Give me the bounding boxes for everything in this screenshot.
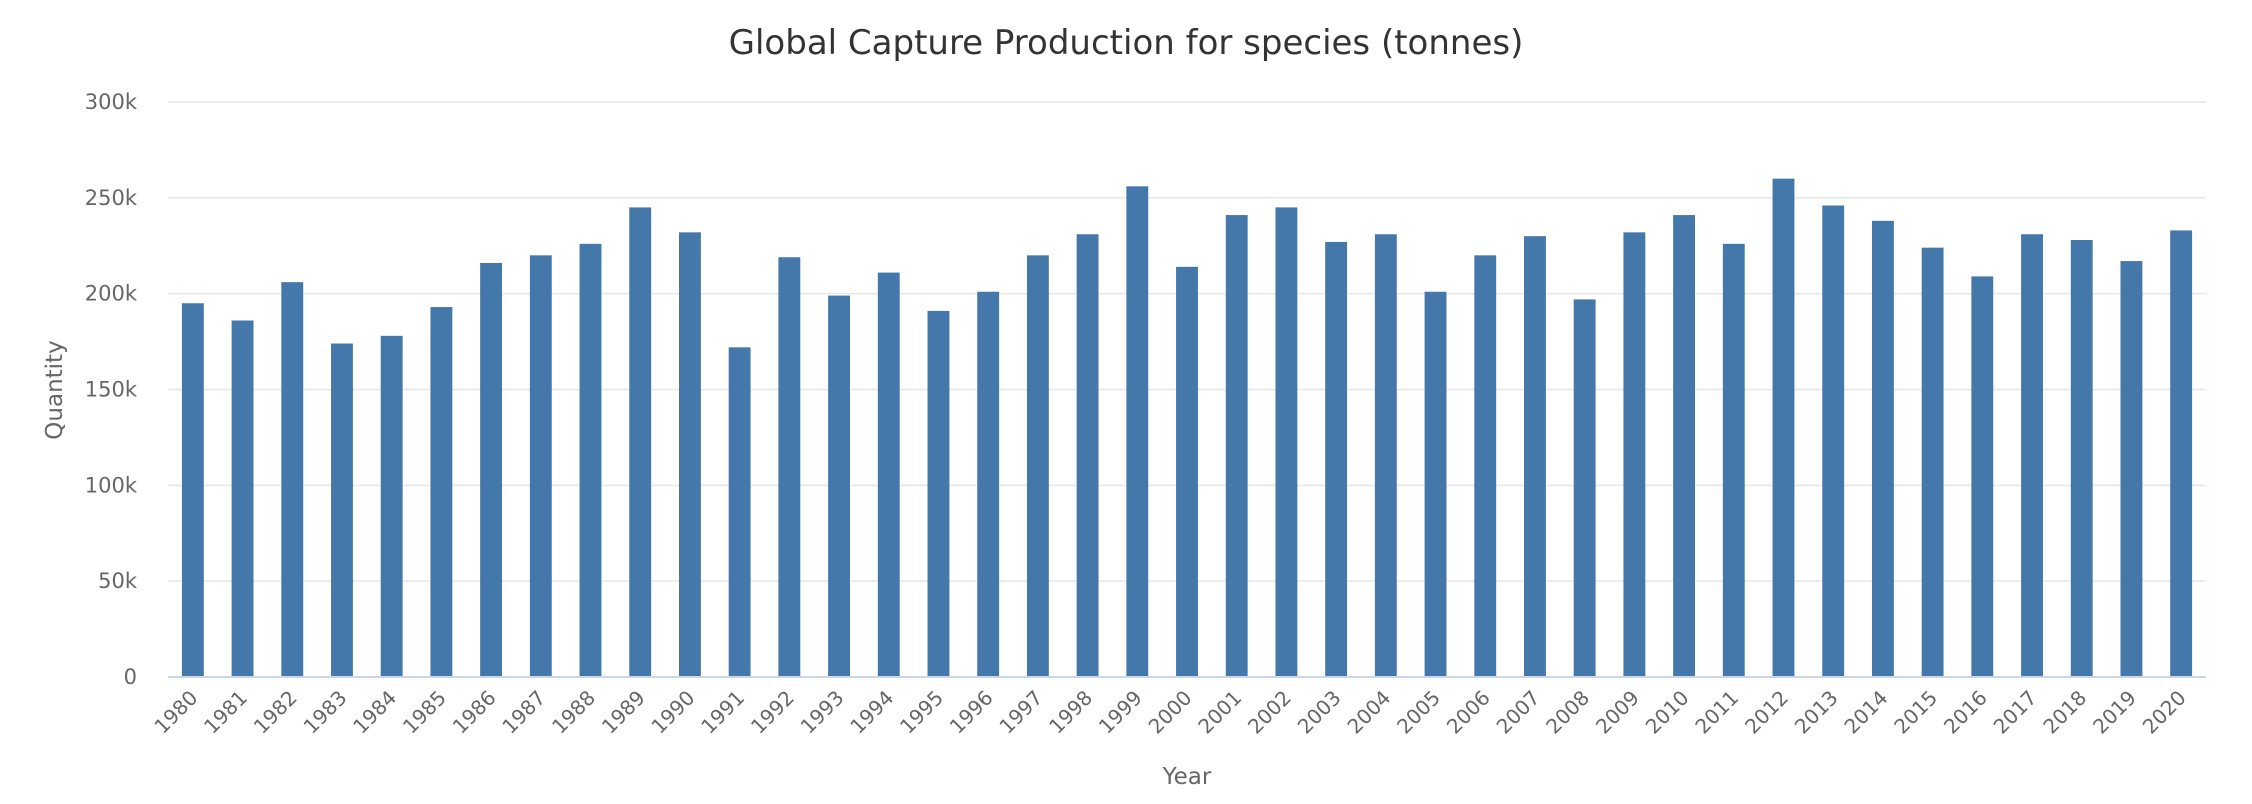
x-tick-label: 1994 [845, 686, 898, 739]
x-tick-label: 1980 [149, 686, 202, 739]
bar-2008[interactable] [1573, 299, 1596, 677]
x-tick-label: 1992 [746, 686, 799, 739]
bar-1982[interactable] [281, 282, 304, 677]
x-tick-label: 2004 [1342, 686, 1395, 739]
bar-2006[interactable] [1474, 255, 1497, 678]
x-tick-label: 2005 [1392, 686, 1445, 739]
bar-2001[interactable] [1225, 215, 1248, 678]
x-tick-label: 2018 [2038, 686, 2091, 739]
bar-2015[interactable] [1921, 247, 1944, 677]
bar-1995[interactable] [927, 310, 950, 677]
bar-2005[interactable] [1424, 291, 1447, 677]
bar-1990[interactable] [678, 232, 701, 678]
bar-1984[interactable] [380, 335, 403, 677]
bar-2010[interactable] [1673, 215, 1696, 678]
bar-1980[interactable] [181, 303, 204, 677]
x-tick-label: 2019 [2088, 686, 2141, 739]
bar-2002[interactable] [1275, 207, 1298, 677]
x-tick-label: 1999 [1094, 686, 1147, 739]
bar-1992[interactable] [778, 257, 801, 677]
bar-1981[interactable] [231, 320, 254, 678]
bar-2020[interactable] [2170, 230, 2193, 677]
x-tick-label: 1981 [199, 686, 252, 739]
x-tick-label: 2015 [1889, 686, 1942, 739]
x-axis-ticks: 1980198119821983198419851986198719881989… [149, 686, 2190, 739]
x-tick-label: 2016 [1939, 686, 1992, 739]
y-tick-label: 300k [85, 90, 138, 114]
x-tick-label: 2000 [1144, 686, 1197, 739]
x-tick-label: 1984 [348, 686, 401, 739]
bar-1983[interactable] [331, 343, 353, 678]
x-tick-label: 2007 [1492, 686, 1545, 739]
bar-2016[interactable] [1971, 276, 1994, 677]
x-tick-label: 2001 [1193, 686, 1246, 739]
x-axis-title: Year [1162, 764, 1212, 790]
bar-2014[interactable] [1871, 220, 1894, 678]
x-tick-label: 1989 [597, 686, 650, 739]
x-tick-label: 1982 [249, 686, 302, 739]
bars [181, 178, 2193, 678]
bar-2003[interactable] [1325, 241, 1348, 677]
x-tick-label: 1990 [646, 686, 699, 739]
bar-1987[interactable] [529, 255, 552, 678]
x-tick-label: 2012 [1740, 686, 1793, 739]
x-tick-label: 1998 [1044, 686, 1097, 739]
bar-2017[interactable] [2021, 234, 2043, 677]
y-axis-title: Quantity [42, 340, 68, 439]
bar-1997[interactable] [1026, 255, 1049, 678]
bar-1986[interactable] [480, 263, 503, 677]
y-axis-ticks: 0 50k 100k 150k 200k 250k 300k [85, 90, 138, 689]
x-tick-label: 1987 [497, 686, 550, 739]
bar-1988[interactable] [579, 243, 602, 678]
y-tick-label: 200k [85, 282, 138, 306]
x-tick-label: 1988 [547, 686, 600, 739]
x-tick-label: 2010 [1641, 686, 1694, 739]
x-tick-label: 2003 [1293, 686, 1346, 739]
x-tick-label: 1997 [994, 686, 1047, 739]
bar-1985[interactable] [430, 307, 453, 677]
x-tick-label: 2002 [1243, 686, 1296, 739]
x-tick-label: 1991 [696, 686, 749, 739]
x-tick-label: 1986 [448, 686, 501, 739]
x-tick-label: 2017 [1989, 686, 2042, 739]
x-tick-label: 2006 [1442, 686, 1495, 739]
bar-2013[interactable] [1822, 205, 1845, 678]
bar-2009[interactable] [1623, 232, 1646, 678]
y-tick-label: 50k [98, 569, 138, 593]
bar-2011[interactable] [1722, 243, 1745, 678]
x-tick-label: 1996 [945, 686, 998, 739]
bar-1996[interactable] [977, 291, 1000, 677]
x-tick-label: 2014 [1839, 686, 1892, 739]
bar-1993[interactable] [828, 295, 850, 677]
x-tick-label: 1995 [895, 686, 948, 739]
bar-2000[interactable] [1176, 266, 1198, 677]
bar-1998[interactable] [1076, 234, 1099, 677]
x-tick-label: 2020 [2138, 686, 2191, 739]
bar-1991[interactable] [728, 347, 751, 677]
bar-2012[interactable] [1772, 178, 1795, 677]
y-tick-label: 150k [85, 378, 138, 402]
bar-1989[interactable] [629, 207, 652, 677]
x-tick-label: 2009 [1591, 686, 1644, 739]
bar-2004[interactable] [1374, 234, 1397, 677]
bar-2018[interactable] [2070, 240, 2093, 677]
x-tick-label: 2013 [1790, 686, 1843, 739]
x-tick-label: 2008 [1541, 686, 1594, 739]
y-tick-label: 250k [85, 186, 138, 210]
x-tick-label: 1985 [398, 686, 451, 739]
x-tick-label: 2011 [1690, 686, 1743, 739]
bar-1994[interactable] [877, 272, 900, 677]
y-tick-label: 0 [124, 665, 137, 689]
bar-1999[interactable] [1126, 186, 1149, 678]
bar-2007[interactable] [1524, 236, 1546, 677]
bar-2019[interactable] [2120, 261, 2143, 677]
x-tick-label: 1993 [796, 686, 849, 739]
chart-title: Global Capture Production for species (t… [729, 23, 1524, 63]
x-tick-label: 1983 [299, 686, 352, 739]
y-tick-label: 100k [85, 473, 138, 497]
